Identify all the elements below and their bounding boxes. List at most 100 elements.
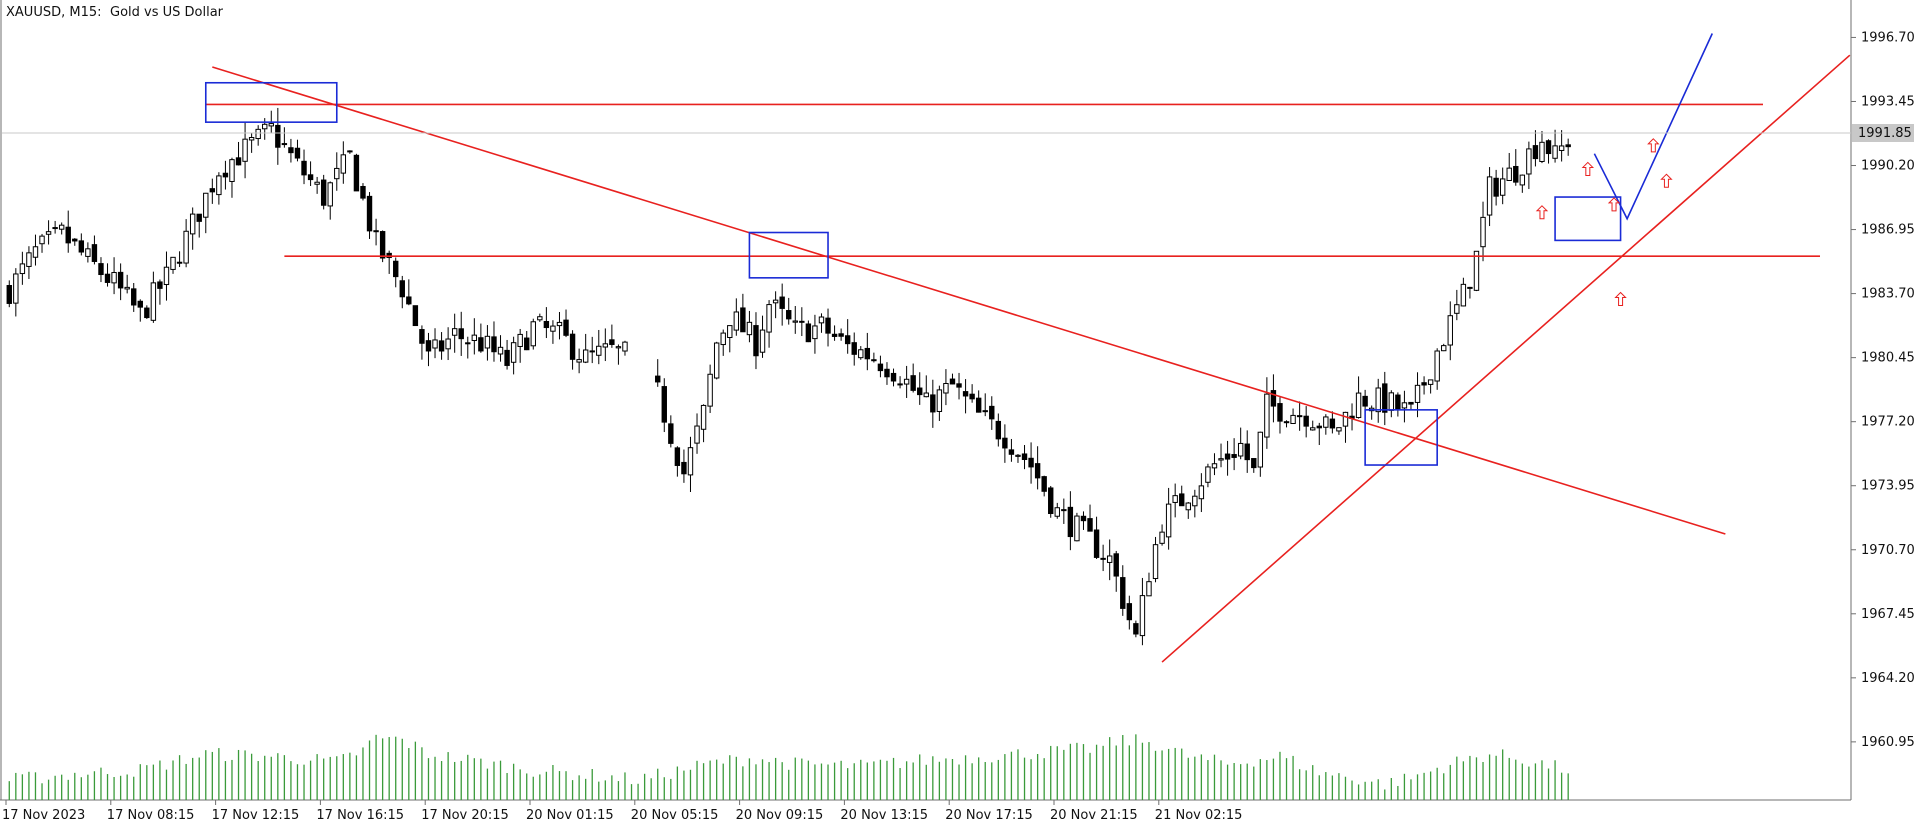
candle-body [1552,145,1558,159]
candle-body [569,333,576,360]
candle-body [314,181,320,185]
candle-body [753,325,759,357]
time-tick-label: 20 Nov 09:15 [736,808,824,823]
candle-body [1539,141,1545,162]
time-axis: 17 Nov 2023 17 Nov 08:15 17 Nov 12:15 17 No… [2,800,1242,823]
symbol-description: Gold vs US Dollar [110,5,224,20]
candle-body [517,333,523,347]
candle-body [1310,427,1316,431]
candle-body [72,238,78,242]
candle-body [851,342,857,355]
candle-body [930,394,936,413]
candle-body [235,157,242,166]
candle-body [1401,402,1408,409]
candle-body [451,328,458,336]
candle-body [1061,509,1067,512]
trendline [1161,54,1851,663]
candle-body [196,213,202,222]
candle-body [32,246,39,258]
price-tick-label: 1990.20 [1861,159,1915,174]
candle-body [582,349,589,363]
candle-body [419,329,425,344]
candle-body [949,378,956,385]
candle-body [1355,392,1362,419]
candle-body [1414,384,1421,403]
candle-body [1362,395,1368,407]
buy-arrow-icon [1535,205,1549,220]
candle-body [602,343,609,348]
candle-body [707,373,713,407]
candle-body [150,282,157,321]
candlesticks [6,107,1571,646]
candle-body [1408,401,1414,405]
candle-body [1388,392,1395,411]
candle-body [962,391,969,397]
candle-body [779,296,785,309]
candle-body [170,256,176,270]
candle-body [943,383,949,394]
candle-body [1519,174,1526,186]
price-tick-label: 1983.70 [1861,287,1915,302]
candle-body [163,266,170,286]
candle-body [255,128,261,140]
candle-body [615,346,622,349]
buy-arrow-icon [1647,138,1660,153]
candle-body [209,188,216,193]
time-tick-label: 17 Nov 16:15 [316,808,404,823]
candle-body [694,425,700,444]
candle-body [812,325,818,340]
candle-body [766,304,772,333]
candle-body [1283,421,1290,424]
time-tick-label: 17 Nov 12:15 [212,808,300,823]
candle-body [242,138,248,162]
candle-body [1382,383,1388,413]
candle-body [1165,503,1172,538]
price-tick-label: 1996.70 [1861,30,1915,45]
candle-body [838,333,844,337]
candle-body [104,273,111,283]
candle-body [556,321,563,327]
candle-body [982,410,988,413]
candle-body [733,311,740,331]
candle-body [360,185,366,199]
candle-body [438,340,445,352]
current-price-label: 1991.85 [1858,126,1912,141]
candle-body [844,335,851,345]
candle-body [98,263,104,276]
candle-body [622,341,628,352]
candle-body [1375,387,1381,413]
candle-body [1323,416,1329,428]
candle-body [897,383,903,386]
candle-body [111,272,117,284]
candle-body [936,389,943,412]
candle-body [458,328,464,340]
time-tick-label: 20 Nov 05:15 [631,808,719,823]
candle-body [189,213,196,235]
time-tick-label: 20 Nov 01:15 [526,808,614,823]
candle-body [91,244,98,262]
candle-body [157,281,163,289]
highlight-box [748,231,829,279]
candle-body [1002,437,1008,449]
candle-body [288,147,294,154]
current-price-tag [1852,124,1914,143]
candle-body [1231,454,1237,458]
candle-body [327,182,333,207]
candle-body [85,248,91,257]
candle-body [294,147,301,159]
candle-body [1074,515,1080,542]
candle-body [1179,493,1185,507]
candle-body [537,316,543,321]
candle-body [1034,463,1041,479]
candle-body [275,124,281,148]
candle-body [1172,495,1178,503]
candle-body [550,325,556,332]
candle-body [1480,216,1486,248]
candle-body [1545,140,1552,155]
candle-body [864,347,871,360]
candle-body [183,230,189,264]
candle-body [1159,531,1165,544]
time-tick-label: 17 Nov 20:15 [421,808,509,823]
candle-body [661,386,667,423]
candle-body [884,368,890,378]
